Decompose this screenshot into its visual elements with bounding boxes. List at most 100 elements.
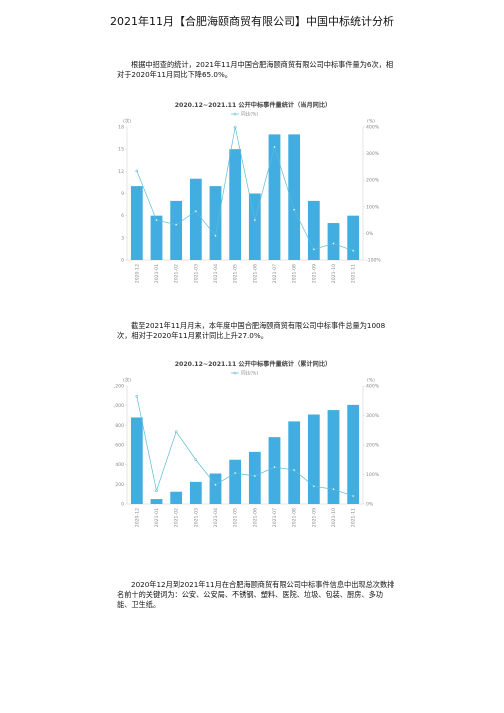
y-tick-label: 6 — [121, 213, 124, 219]
line-point — [214, 234, 217, 238]
x-tick-label: 2021-04 — [213, 264, 219, 283]
y2-tick-label: 200% — [366, 443, 380, 449]
y-tick-label: 0 — [121, 258, 124, 264]
bar — [288, 134, 301, 260]
bar — [347, 404, 360, 504]
y2-tick-label: 0% — [366, 231, 374, 237]
line-point — [253, 474, 257, 478]
line-point — [174, 223, 178, 226]
line-point — [194, 210, 198, 213]
line-point — [214, 483, 217, 487]
bar — [189, 481, 202, 504]
x-tick-label: 2021-10 — [331, 508, 337, 527]
chart: 2020.12~2021.11 公开中标事件量统计（当月同比） (次) (%) 0 3 6… — [118, 101, 381, 283]
bar — [189, 178, 202, 260]
bar — [288, 421, 301, 504]
y-tick-label: 9 — [121, 191, 124, 197]
x-tick-label: 2020-12 — [134, 508, 140, 527]
y-tick-label: 0 — [121, 502, 124, 508]
y2-tick-label: 100% — [366, 472, 380, 478]
x-tick-label: 2021-08 — [292, 264, 298, 283]
bar — [209, 186, 222, 260]
x-tick-label: 2021-11 — [351, 264, 357, 283]
line-point — [312, 485, 316, 488]
x-tick-label: 2021-02 — [174, 264, 180, 283]
y-axis-label: (次) — [123, 377, 131, 384]
bar — [268, 437, 281, 504]
y-tick-label: 1,200 — [113, 384, 124, 390]
line-point — [273, 145, 276, 149]
y2-tick-label: 300% — [366, 151, 380, 157]
line-point — [174, 430, 178, 434]
line-point — [233, 471, 237, 475]
y2-tick-label: 0% — [366, 502, 374, 508]
bar — [268, 134, 281, 260]
paragraph: 2020年12月到2021年11月在合肥海颐商贸有限公司中标事件信息中出现总次数… — [117, 580, 395, 609]
bar — [248, 451, 261, 504]
y-tick-label: 400 — [115, 462, 124, 468]
x-tick-label: 2021-05 — [233, 508, 239, 527]
line-point — [332, 487, 335, 491]
x-tick-label: 2021-03 — [193, 264, 199, 283]
y-tick-label: 1,000 — [113, 403, 124, 409]
bar — [150, 215, 163, 260]
line-point — [332, 242, 335, 245]
x-tick-label: 2021-09 — [311, 264, 317, 283]
bar — [130, 417, 143, 504]
line-point — [312, 248, 316, 251]
x-tick-label: 2021-06 — [252, 508, 258, 527]
x-tick-label: 2021-05 — [233, 264, 239, 283]
line-point — [194, 458, 198, 462]
bar — [307, 200, 320, 260]
bar — [170, 491, 183, 504]
x-tick-label: 2021-11 — [351, 508, 357, 527]
x-tick-label: 2021-03 — [193, 508, 199, 527]
line-point — [292, 208, 296, 212]
paragraph: 截至2021年11月月末，本年度中国合肥海颐商贸有限公司中标事件总量为1008次… — [117, 321, 386, 340]
paragraph: 根据中招查的统计，2021年11月中国合肥海颐商贸有限公司中标事件量为6次，相对… — [117, 60, 394, 79]
bar — [170, 200, 183, 260]
bar — [150, 499, 163, 504]
y-tick-label: 3 — [121, 235, 124, 241]
y2-axis-label: (%) — [367, 378, 375, 384]
bar — [347, 215, 360, 260]
line-point — [135, 395, 139, 398]
bar — [248, 193, 261, 260]
chart: 2020.12~2021.11 公开中标事件量统计（累计同比） (次) (%) 0 20… — [113, 360, 380, 527]
x-tick-label: 2021-08 — [292, 508, 298, 527]
bar — [229, 459, 242, 504]
legend-label: 同比(%) — [241, 370, 258, 377]
chart-title: 2020.12~2021.11 公开中标事件量统计（累计同比） — [175, 360, 332, 368]
doc-title: 2021年11月【合肥海颐商贸有限公司】中国中标统计分析 — [110, 15, 394, 28]
x-tick-label: 2021-07 — [272, 264, 278, 283]
x-tick-label: 2021-09 — [311, 508, 317, 527]
line-point — [351, 249, 355, 252]
x-tick-label: 2021-02 — [174, 508, 180, 527]
bar — [209, 473, 222, 504]
x-tick-label: 2021-10 — [331, 264, 337, 283]
y2-tick-label: 300% — [366, 413, 380, 419]
line-point — [351, 494, 355, 498]
line-point — [253, 218, 257, 222]
y-tick-label: 800 — [115, 423, 124, 429]
y2-tick-label: 200% — [366, 178, 380, 184]
y-tick-label: 18 — [118, 125, 124, 131]
x-tick-label: 2021-01 — [154, 508, 160, 527]
line-point — [233, 125, 237, 129]
y2-tick-label: -100% — [366, 258, 381, 264]
bar — [130, 186, 143, 260]
x-tick-label: 2021-07 — [272, 508, 278, 527]
x-tick-label: 2021-06 — [252, 264, 258, 283]
x-tick-label: 2021-04 — [213, 508, 219, 527]
bar — [327, 410, 340, 504]
line-point — [155, 218, 158, 222]
y-axis-label: (次) — [123, 118, 131, 125]
legend-swatch — [233, 371, 237, 375]
bar — [327, 223, 340, 260]
y-tick-label: 600 — [115, 443, 124, 449]
x-tick-label: 2021-01 — [154, 264, 160, 283]
y-tick-label: 15 — [118, 147, 124, 153]
line — [136, 396, 354, 497]
line-point — [155, 489, 158, 493]
